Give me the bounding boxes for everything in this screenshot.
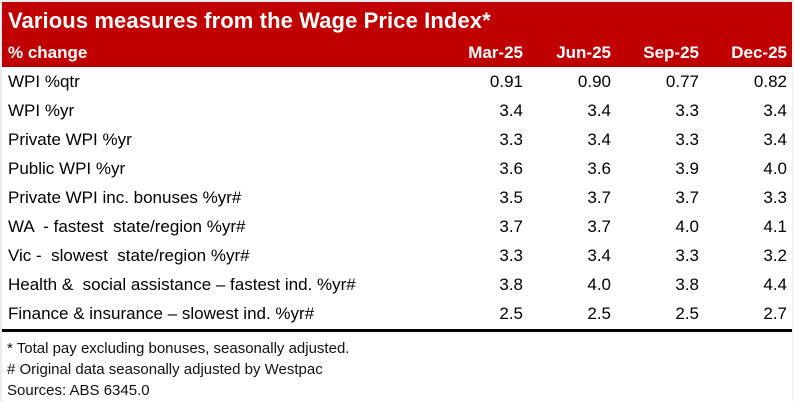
cell-value: 3.3 <box>675 245 699 265</box>
row-label: Vic - slowest state/region %yr# <box>8 245 250 265</box>
column-header-mar-25: Mar-25 <box>468 42 523 62</box>
table-row: Vic - slowest state/region %yr# 3.3 3.4 … <box>2 241 792 270</box>
row-label: Public WPI %yr <box>8 158 126 178</box>
cell-value: 4.0 <box>763 158 787 178</box>
cell-value: 3.7 <box>499 216 523 236</box>
table-body: WPI %qtr 0.91 0.90 0.77 0.82 WPI %yr 3.4… <box>2 67 792 328</box>
table-row: WA - fastest state/region %yr# 3.7 3.7 4… <box>2 212 792 241</box>
cell-value: 3.6 <box>499 158 523 178</box>
row-label: WPI %yr <box>8 100 75 120</box>
table-row: Public WPI %yr 3.6 3.6 3.9 4.0 <box>2 154 792 183</box>
cell-value: 2.5 <box>587 303 611 323</box>
row-label: WA - fastest state/region %yr# <box>8 216 246 236</box>
cell-value: 0.91 <box>489 71 523 91</box>
table-row: Private WPI %yr 3.3 3.4 3.3 3.4 <box>2 125 792 154</box>
footnote-hash: # Original data seasonally adjusted by W… <box>7 361 323 378</box>
cell-value: 0.82 <box>753 71 787 91</box>
cell-value: 4.0 <box>587 274 611 294</box>
footnote-sources: Sources: ABS 6345.0 <box>7 382 150 399</box>
cell-value: 3.5 <box>499 187 523 207</box>
footnotes: * Total pay excluding bonuses, seasonall… <box>2 332 792 401</box>
column-header-dec-25: Dec-25 <box>731 42 787 62</box>
cell-value: 0.90 <box>577 71 611 91</box>
column-header-row: % change Mar-25 Jun-25 Sep-25 Dec-25 <box>2 39 792 67</box>
cell-value: 3.4 <box>499 100 523 120</box>
cell-value: 3.7 <box>587 216 611 236</box>
cell-value: 3.2 <box>763 245 787 265</box>
row-label: Private WPI inc. bonuses %yr# <box>8 187 242 207</box>
cell-value: 2.5 <box>499 303 523 323</box>
table-row: Health & social assistance – fastest ind… <box>2 270 792 299</box>
table-title: Various measures from the Wage Price Ind… <box>8 7 491 33</box>
table-row: Private WPI inc. bonuses %yr# 3.5 3.7 3.… <box>2 183 792 212</box>
column-header-jun-25: Jun-25 <box>556 42 611 62</box>
cell-value: 3.3 <box>675 129 699 149</box>
cell-value: 3.4 <box>763 129 787 149</box>
cell-value: 4.0 <box>675 216 699 236</box>
table-row: WPI %yr 3.4 3.4 3.3 3.4 <box>2 96 792 125</box>
cell-value: 3.4 <box>587 100 611 120</box>
table-row: WPI %qtr 0.91 0.90 0.77 0.82 <box>2 67 792 96</box>
footnote-asterisk: * Total pay excluding bonuses, seasonall… <box>7 340 350 357</box>
row-label: Private WPI %yr <box>8 129 132 149</box>
table-row: Finance & insurance – slowest ind. %yr# … <box>2 299 792 328</box>
cell-value: 3.8 <box>499 274 523 294</box>
row-label: Finance & insurance – slowest ind. %yr# <box>8 303 315 323</box>
cell-value: 3.3 <box>763 187 787 207</box>
cell-value: 3.4 <box>587 129 611 149</box>
column-header-sep-25: Sep-25 <box>643 42 699 62</box>
cell-value: 3.9 <box>675 158 699 178</box>
cell-value: 3.3 <box>499 245 523 265</box>
cell-value: 3.3 <box>499 129 523 149</box>
cell-value: 3.3 <box>675 100 699 120</box>
cell-value: 3.4 <box>587 245 611 265</box>
cell-value: 2.5 <box>675 303 699 323</box>
cell-value: 2.7 <box>763 303 787 323</box>
cell-value: 3.8 <box>675 274 699 294</box>
divider-rule <box>2 329 792 332</box>
cell-value: 3.7 <box>675 187 699 207</box>
cell-value: 3.7 <box>587 187 611 207</box>
cell-value: 3.6 <box>587 158 611 178</box>
row-label: WPI %qtr <box>8 71 80 91</box>
cell-value: 4.1 <box>763 216 787 236</box>
cell-value: 4.4 <box>763 274 787 294</box>
row-header-label: % change <box>8 42 88 62</box>
cell-value: 3.4 <box>763 100 787 120</box>
row-label: Health & social assistance – fastest ind… <box>8 274 356 294</box>
cell-value: 0.77 <box>665 71 699 91</box>
table-header-block: Various measures from the Wage Price Ind… <box>2 2 792 67</box>
